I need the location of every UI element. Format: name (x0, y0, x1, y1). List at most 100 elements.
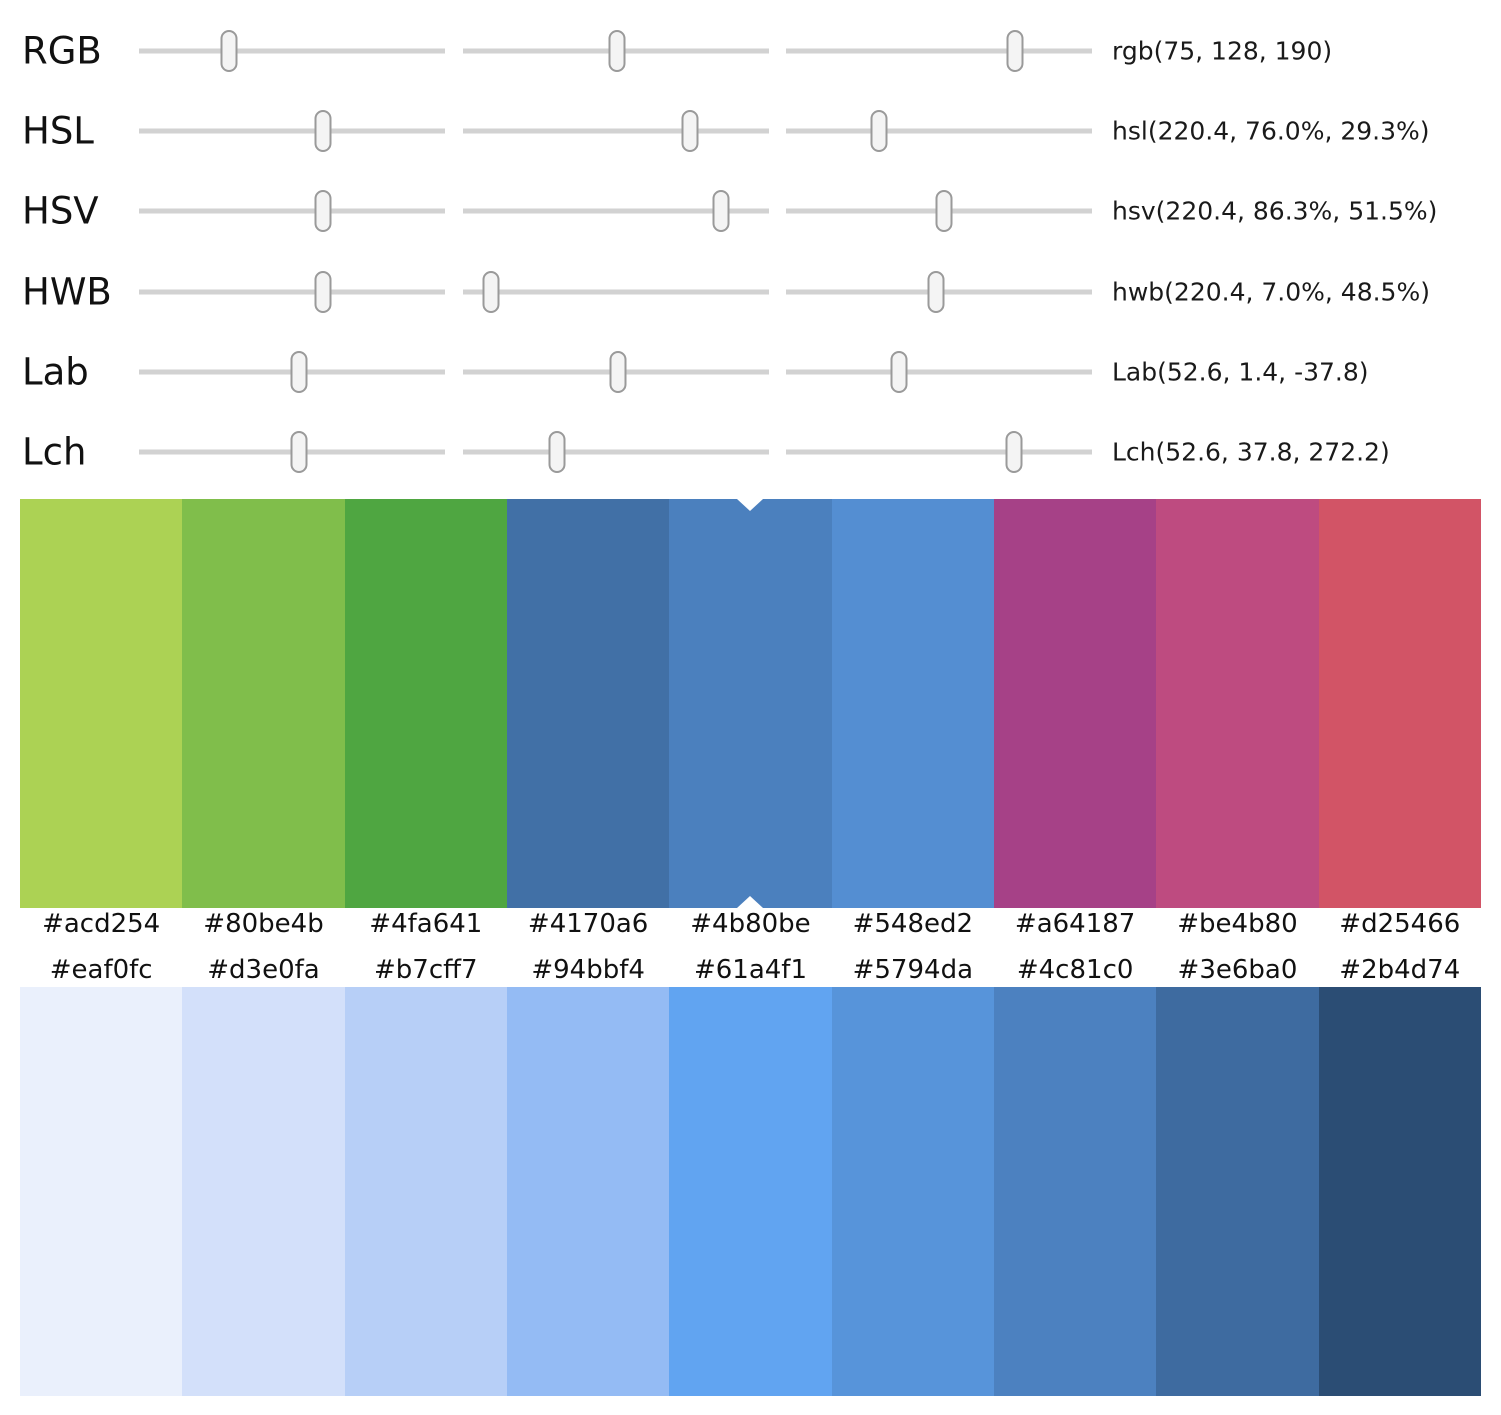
hwb-slider-2[interactable] (463, 270, 769, 313)
slider-panel: RGB rgb(75, 128, 190) HSL hsl(220.4, 76.0%,… (0, 0, 1501, 497)
hwb-slider-track-1[interactable] (139, 289, 445, 295)
top-hex-label-7: #a64187 (1014, 909, 1136, 939)
bottom-hex-label-9: #2b4d74 (1339, 955, 1461, 985)
bottom-palette-swatch-8[interactable] (1156, 987, 1319, 1396)
lightness-palette-hex-labels: #eaf0fc #d3e0fa #b7cff7 #94bbf4 #61a4f1 #5794… (20, 953, 1481, 987)
lch-slider-track-2[interactable] (463, 449, 769, 455)
hwb-slider-thumb-2[interactable] (482, 270, 500, 313)
hsl-slider-thumb-3[interactable] (870, 110, 888, 153)
lab-slider-1[interactable] (139, 350, 445, 393)
lab-slider-3[interactable] (786, 350, 1092, 393)
hsl-slider-thumb-1[interactable] (314, 110, 332, 153)
bottom-hex-label-1: #eaf0fc (49, 955, 153, 985)
lch-slider-thumb-3[interactable] (1005, 431, 1023, 473)
top-palette-swatch-5[interactable] (669, 499, 832, 908)
bottom-palette-swatch-4[interactable] (506, 987, 670, 1396)
bottom-hex-label-3: #b7cff7 (374, 955, 478, 985)
hsv-slider-track-1[interactable] (139, 208, 445, 214)
lightness-palette (20, 987, 1481, 1396)
hsv-slider-track-2[interactable] (463, 208, 769, 214)
hwb-slider-3[interactable] (786, 270, 1092, 313)
top-palette-swatch-7[interactable] (993, 499, 1157, 908)
bottom-palette-swatch-1[interactable] (20, 987, 183, 1396)
rgb-slider-thumb-3[interactable] (1006, 30, 1024, 72)
slider-row-lab: Lab Lab(52.6, 1.4, -37.8) (0, 350, 1501, 394)
bottom-palette-swatch-6[interactable] (831, 987, 994, 1396)
lab-row-label: Lab (22, 350, 89, 394)
hsv-value-text: hsv(220.4, 86.3%, 51.5%) (1112, 196, 1438, 226)
lch-slider-thumb-2[interactable] (548, 431, 566, 473)
slider-row-hsl: HSL hsl(220.4, 76.0%, 29.3%) (0, 109, 1501, 153)
hsl-slider-thumb-2[interactable] (681, 110, 699, 153)
lab-value-text: Lab(52.6, 1.4, -37.8) (1112, 357, 1369, 387)
lab-slider-thumb-2[interactable] (609, 350, 627, 393)
top-palette-swatch-6[interactable] (831, 499, 994, 908)
lab-slider-thumb-1[interactable] (290, 350, 308, 393)
hsv-slider-thumb-1[interactable] (314, 190, 332, 233)
selected-swatch-notch-bottom-icon (737, 896, 764, 908)
rgb-row-label: RGB (22, 29, 102, 73)
bottom-hex-label-2: #d3e0fa (207, 955, 320, 985)
hsl-slider-2[interactable] (463, 110, 769, 153)
hsv-slider-3[interactable] (786, 190, 1092, 233)
rgb-slider-1[interactable] (139, 30, 445, 72)
hsv-slider-2[interactable] (463, 190, 769, 233)
slider-row-hwb: HWB hwb(220.4, 7.0%, 48.5%) (0, 270, 1501, 313)
bottom-palette-swatch-7[interactable] (993, 987, 1157, 1396)
lab-slider-2[interactable] (463, 350, 769, 393)
lch-slider-track-3[interactable] (786, 449, 1092, 455)
bottom-palette-swatch-9[interactable] (1318, 987, 1481, 1396)
rgb-slider-2[interactable] (463, 30, 769, 72)
hsv-slider-thumb-3[interactable] (935, 190, 953, 233)
lch-row-label: Lch (22, 430, 87, 474)
lch-slider-3[interactable] (786, 431, 1092, 473)
rgb-value-text: rgb(75, 128, 190) (1112, 36, 1333, 66)
top-hex-label-5: #4b80be (690, 909, 811, 939)
rgb-slider-thumb-1[interactable] (220, 30, 238, 72)
hwb-slider-1[interactable] (139, 270, 445, 313)
lch-slider-2[interactable] (463, 431, 769, 473)
rgb-slider-thumb-2[interactable] (608, 30, 626, 72)
hsv-slider-thumb-2[interactable] (712, 190, 730, 233)
rgb-slider-3[interactable] (786, 30, 1092, 72)
hwb-slider-thumb-1[interactable] (314, 270, 332, 313)
hsl-slider-3[interactable] (786, 110, 1092, 153)
top-palette-swatch-3[interactable] (344, 499, 507, 908)
slider-row-rgb: RGB rgb(75, 128, 190) (0, 29, 1501, 73)
slider-row-lch: Lch Lch(52.6, 37.8, 272.2) (0, 430, 1501, 474)
selected-swatch-notch-top-icon (737, 499, 764, 511)
bottom-palette-swatch-3[interactable] (344, 987, 507, 1396)
top-palette-swatch-9[interactable] (1318, 499, 1481, 908)
top-hex-label-9: #d25466 (1339, 909, 1461, 939)
hsl-slider-track-3[interactable] (786, 128, 1092, 134)
hsl-row-label: HSL (22, 109, 94, 153)
lch-value-text: Lch(52.6, 37.8, 272.2) (1112, 437, 1390, 467)
lch-slider-thumb-1[interactable] (290, 431, 308, 473)
top-hex-label-3: #4fa641 (369, 909, 483, 939)
lch-slider-1[interactable] (139, 431, 445, 473)
lab-slider-track-3[interactable] (786, 369, 1092, 375)
top-palette-swatch-8[interactable] (1156, 499, 1319, 908)
top-hex-label-6: #548ed2 (852, 909, 974, 939)
top-hex-label-2: #80be4b (203, 909, 324, 939)
bottom-palette-swatch-5[interactable] (669, 987, 832, 1396)
lab-slider-thumb-3[interactable] (890, 350, 908, 393)
bottom-hex-label-5: #61a4f1 (693, 955, 807, 985)
bottom-palette-swatch-2[interactable] (182, 987, 345, 1396)
bottom-hex-label-4: #94bbf4 (531, 955, 645, 985)
hwb-slider-thumb-3[interactable] (927, 270, 945, 313)
hsv-row-label: HSV (22, 189, 99, 233)
hsl-slider-track-2[interactable] (463, 128, 769, 134)
top-palette-swatch-1[interactable] (20, 499, 183, 908)
hue-palette (20, 499, 1481, 908)
hsl-value-text: hsl(220.4, 76.0%, 29.3%) (1112, 116, 1430, 146)
bottom-hex-label-6: #5794da (852, 955, 973, 985)
hsl-slider-1[interactable] (139, 110, 445, 153)
top-palette-swatch-2[interactable] (182, 499, 345, 908)
hwb-slider-track-2[interactable] (463, 289, 769, 295)
top-palette-swatch-4[interactable] (506, 499, 670, 908)
rgb-slider-track-1[interactable] (139, 48, 445, 54)
rgb-slider-track-3[interactable] (786, 48, 1092, 54)
hsv-slider-1[interactable] (139, 190, 445, 233)
hsl-slider-track-1[interactable] (139, 128, 445, 134)
